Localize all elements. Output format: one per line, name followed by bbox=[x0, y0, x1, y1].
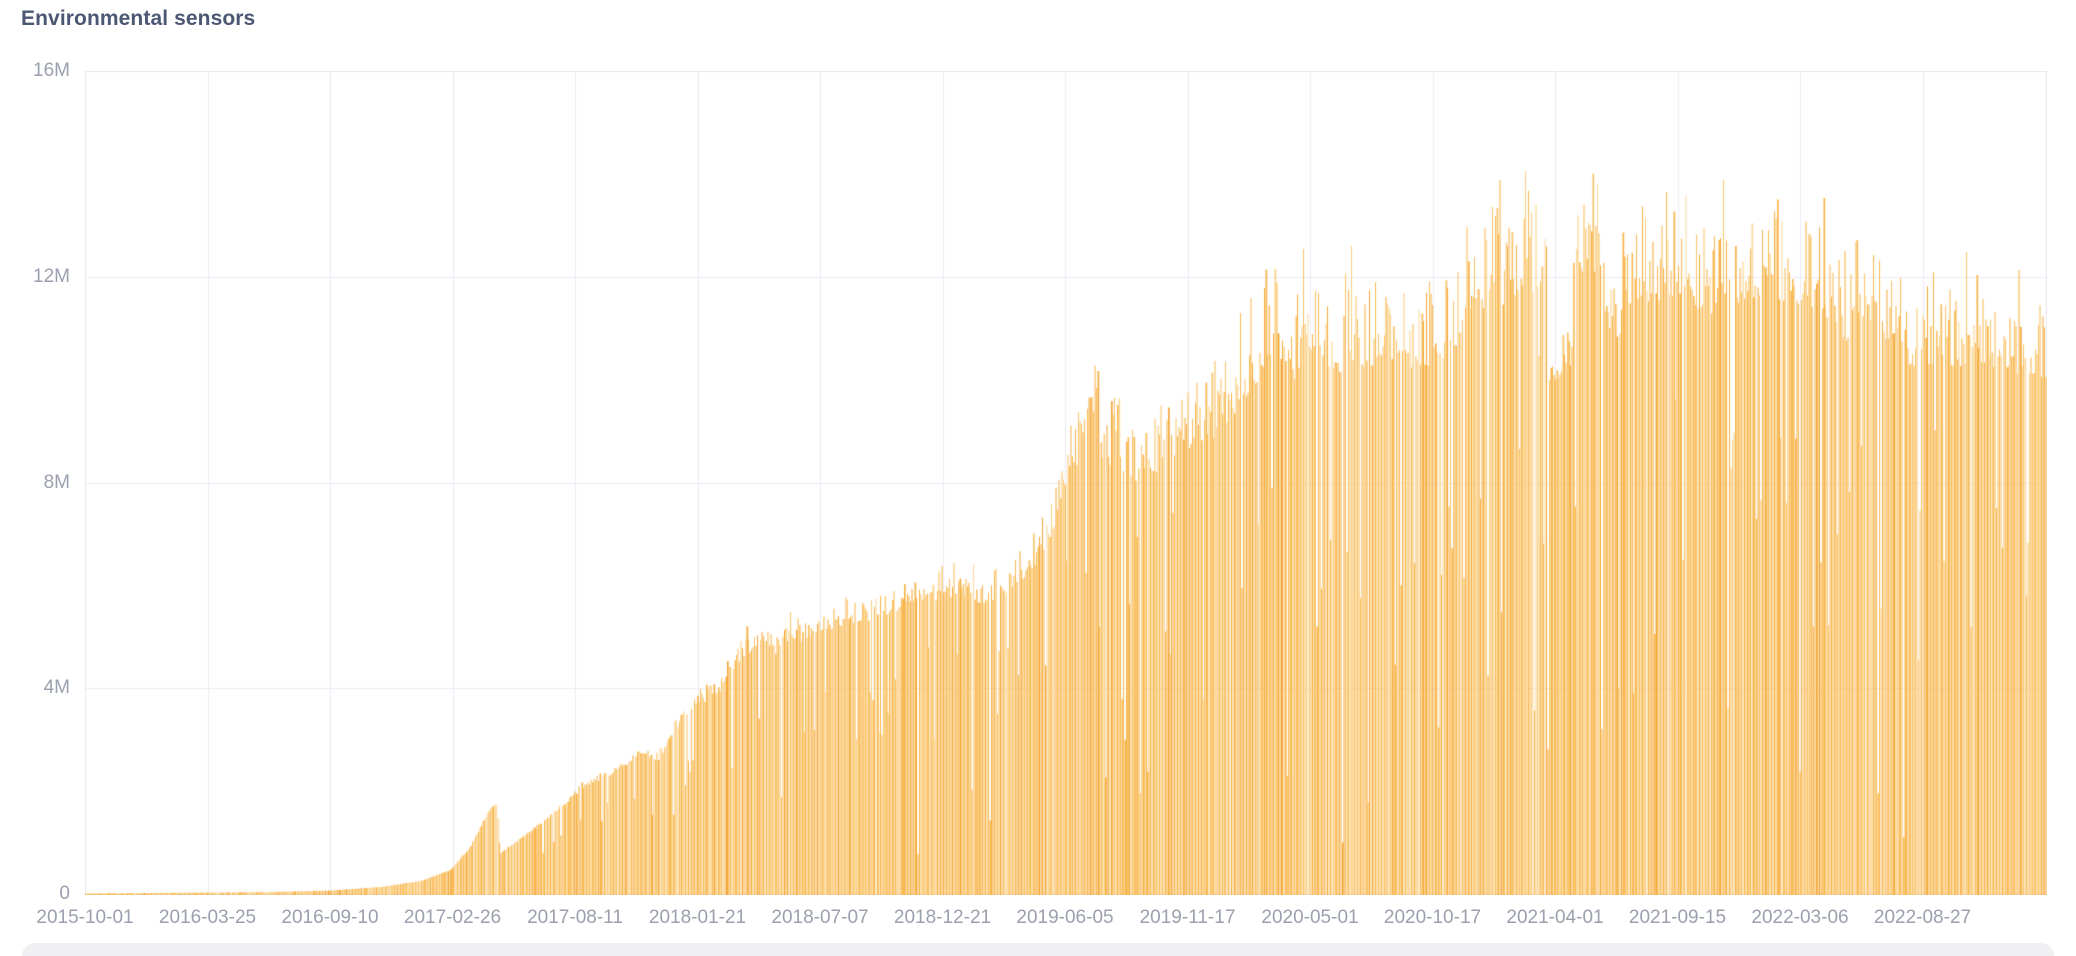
x-tick-label: 2021-04-01 bbox=[1506, 907, 1604, 928]
y-tick-label: 8M bbox=[43, 471, 70, 493]
x-tick-label: 2020-10-17 bbox=[1383, 907, 1482, 928]
y-tick-label: 12M bbox=[33, 265, 70, 287]
x-tick-label: 2015-10-01 bbox=[36, 907, 134, 928]
x-tick-label: 2016-03-25 bbox=[158, 907, 257, 928]
chart-title: Environmental sensors bbox=[21, 7, 256, 30]
x-tick-label: 2018-07-07 bbox=[771, 907, 869, 928]
x-tick-label: 2019-06-05 bbox=[1016, 907, 1114, 928]
bars-canvas[interactable] bbox=[85, 71, 2047, 895]
x-axis-labels: 2015-10-01 2016-03-25 2016-09-10 2017-02-26… bbox=[36, 906, 2076, 932]
y-tick-label: 0 bbox=[59, 883, 70, 904]
x-tick-label: 2020-05-01 bbox=[1261, 907, 1359, 928]
x-tick-label: 2017-02-26 bbox=[403, 907, 502, 928]
y-axis-labels: 0 4M 8M 12M 16M bbox=[0, 61, 70, 904]
x-tick-label: 2021-09-15 bbox=[1628, 907, 1727, 928]
x-tick-label: 2017-08-11 bbox=[527, 907, 623, 928]
next-card-edge bbox=[22, 943, 2054, 956]
y-tick-label: 4M bbox=[43, 677, 70, 699]
y-tick-label: 16M bbox=[33, 60, 70, 81]
x-tick-label: 2016-09-10 bbox=[281, 907, 379, 928]
x-tick-label: 2022-08-27 bbox=[1873, 907, 1972, 928]
x-tick-label: 2018-12-21 bbox=[893, 907, 992, 928]
x-tick-label: 2019-11-17 bbox=[1139, 907, 1236, 928]
x-tick-label: 2022-03-06 bbox=[1751, 907, 1849, 928]
x-tick-label: 2018-01-21 bbox=[648, 907, 747, 928]
